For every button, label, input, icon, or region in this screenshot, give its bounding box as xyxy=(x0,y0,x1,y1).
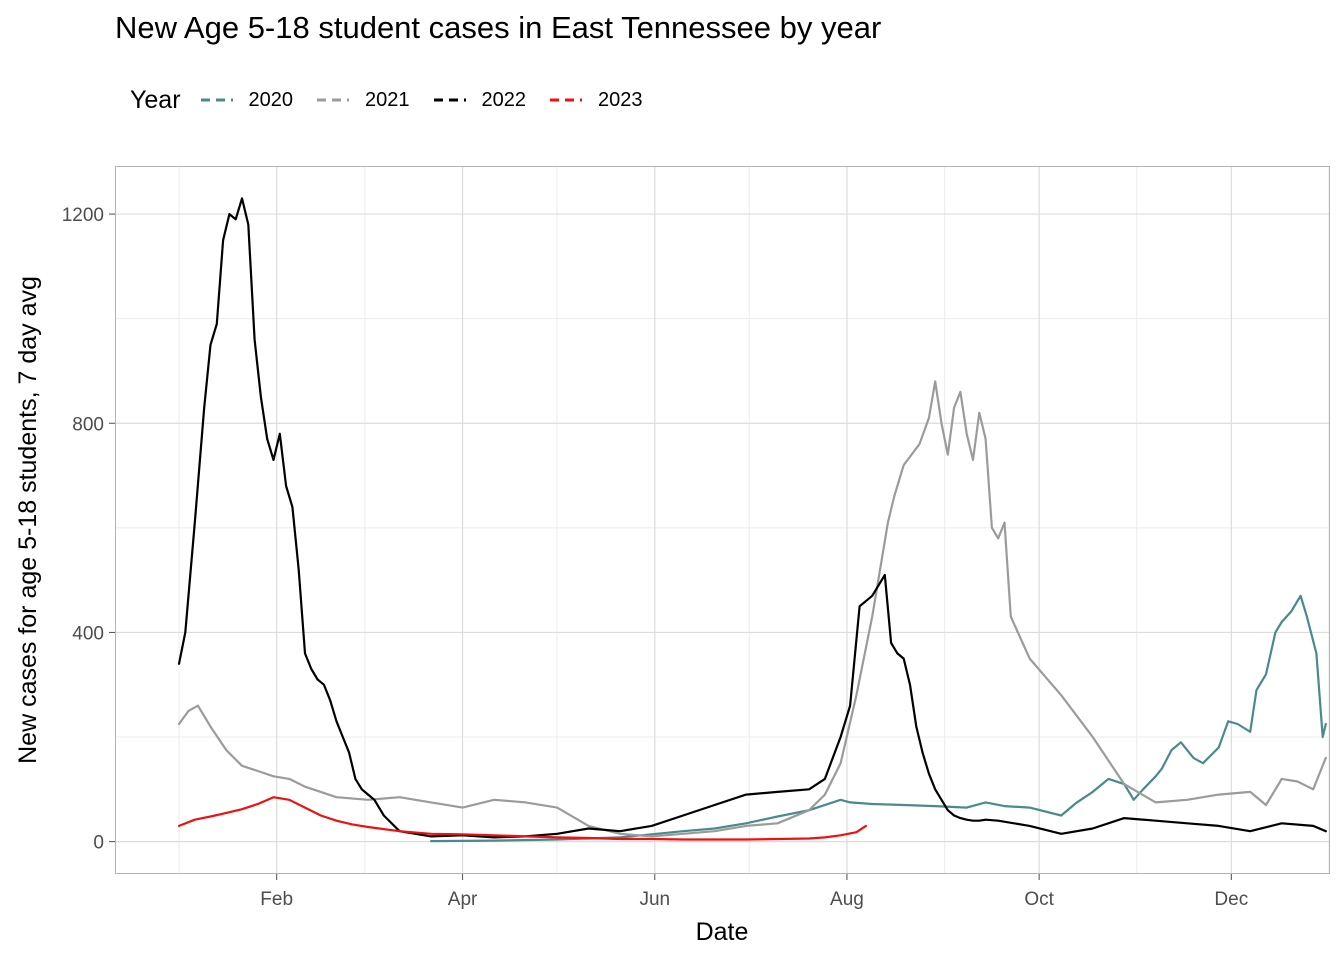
legend-label-2020: 2020 xyxy=(248,88,294,111)
legend-title: Year xyxy=(130,85,181,114)
x-tick-label: Feb xyxy=(260,889,293,910)
series-line-2020 xyxy=(430,594,1327,843)
y-tick-label: 0 xyxy=(93,833,104,854)
y-tick-label: 800 xyxy=(72,414,104,435)
legend-key-2023 xyxy=(550,98,583,102)
axis-ticks xyxy=(109,213,1232,880)
panel-border xyxy=(115,166,1330,874)
legend-item-2023: 2023 xyxy=(546,89,643,112)
legend-label-2022: 2022 xyxy=(481,88,527,111)
legend: Year 2020 2021 2022 2023 xyxy=(130,84,663,116)
x-tick-label: Apr xyxy=(448,889,478,910)
y-tick-label: 400 xyxy=(72,623,104,644)
legend-item-2022: 2022 xyxy=(430,88,527,112)
y-tick-label: 1200 xyxy=(62,205,104,226)
series-lines xyxy=(177,197,1327,843)
x-tick-label: Dec xyxy=(1214,889,1248,910)
x-tick-label: Oct xyxy=(1024,889,1054,910)
legend-label-2023: 2023 xyxy=(598,88,643,111)
chart-title: New Age 5-18 student cases in East Tenne… xyxy=(115,10,882,45)
series-line-2023 xyxy=(177,796,868,841)
legend-key-2021 xyxy=(317,98,350,102)
grid-major xyxy=(116,167,1329,873)
x-axis-title: Date xyxy=(696,918,749,946)
legend-key-2020 xyxy=(200,98,233,102)
legend-item-2021: 2021 xyxy=(313,89,410,112)
x-tick-label: Aug xyxy=(830,889,864,910)
y-tick-labels: 0 400 800 1200 xyxy=(62,205,104,854)
legend-key-2022 xyxy=(433,98,466,102)
series-line-2022 xyxy=(177,197,1327,839)
x-tick-labels: Feb Apr Jun Aug Oct Dec xyxy=(260,889,1248,910)
y-axis-title: New cases for age 5-18 students, 7 day a… xyxy=(14,276,42,764)
legend-label-2021: 2021 xyxy=(365,88,410,111)
series-line-2021 xyxy=(177,380,1327,838)
x-tick-label: Jun xyxy=(639,889,670,910)
grid-minor xyxy=(116,167,1330,873)
legend-item-2020: 2020 xyxy=(197,88,294,112)
